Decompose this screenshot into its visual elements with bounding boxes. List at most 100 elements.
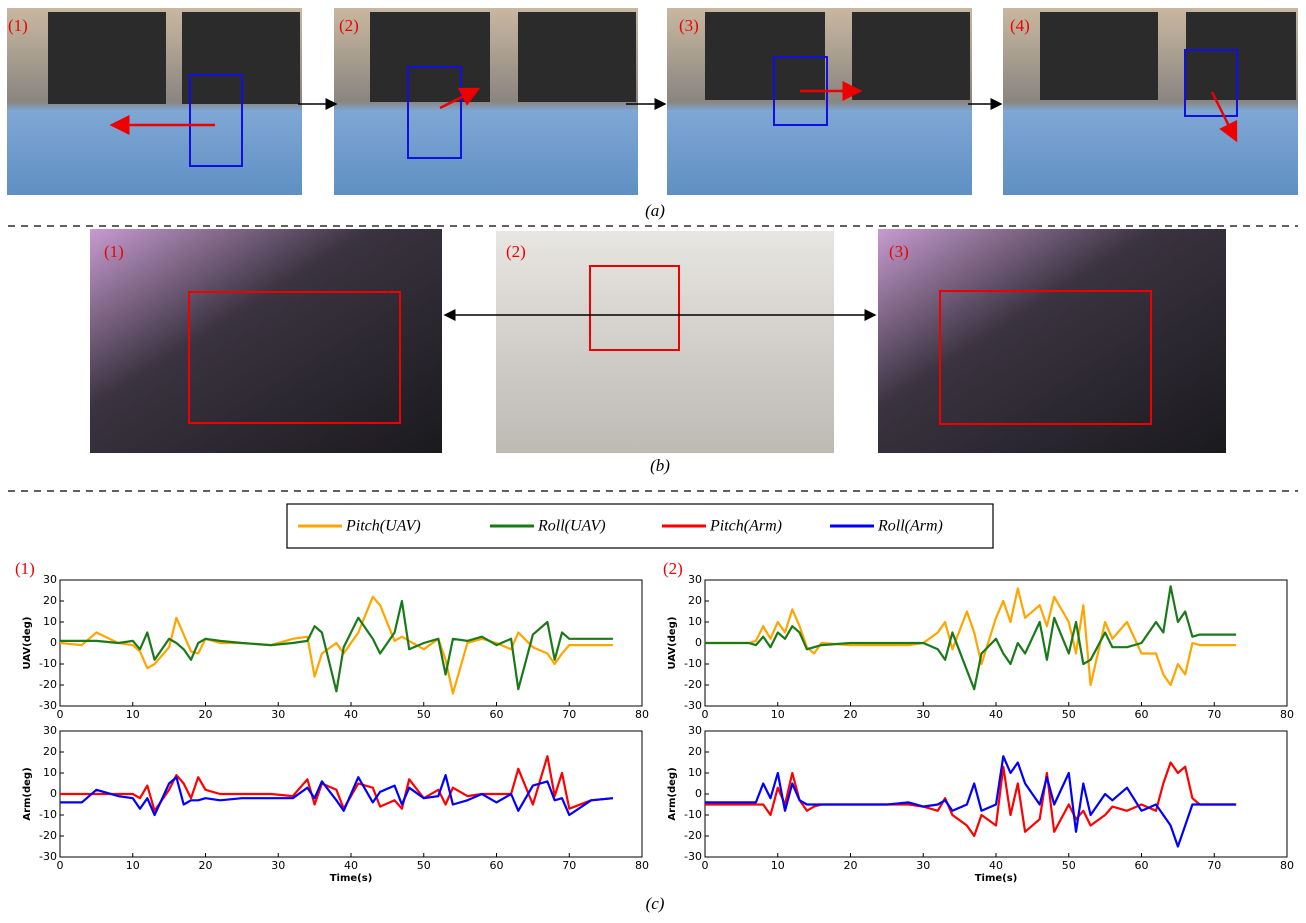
panel-label: (2): [506, 242, 526, 261]
y-tick-label: -30: [684, 850, 702, 863]
y-tick-label: 0: [695, 787, 702, 800]
y-tick-label: -20: [39, 678, 57, 691]
caption: (a): [645, 201, 665, 220]
plot-frame: [705, 580, 1287, 706]
x-tick-label: 80: [1280, 708, 1294, 721]
y-tick-label: -30: [684, 699, 702, 712]
y-tick-label: 30: [43, 724, 57, 737]
panel-label: (2): [663, 559, 683, 578]
x-tick-label: 20: [199, 708, 213, 721]
x-tick-label: 80: [635, 708, 649, 721]
x-tick-label: 70: [1207, 859, 1221, 872]
x-tick-label: 10: [771, 859, 785, 872]
x-tick-label: 30: [916, 859, 930, 872]
wall-panel: [1186, 12, 1296, 100]
x-tick-label: 20: [199, 859, 213, 872]
x-axis-label: Time(s): [975, 873, 1018, 884]
x-tick-label: 30: [271, 859, 285, 872]
x-tick-label: 50: [417, 859, 431, 872]
x-tick-label: 40: [989, 708, 1003, 721]
x-tick-label: 20: [844, 708, 858, 721]
legend-label: Pitch(Arm): [709, 518, 782, 535]
series-line: [705, 586, 1236, 689]
series-line: [705, 588, 1236, 685]
wall-panel: [48, 12, 166, 104]
x-axis-label: Time(s): [330, 873, 373, 884]
series-line: [705, 763, 1236, 837]
legend-label: Roll(UAV): [537, 518, 606, 535]
y-axis-label: UAV(deg): [667, 617, 678, 670]
series-line: [60, 601, 613, 691]
y-tick-label: 20: [688, 745, 702, 758]
caption: (b): [650, 456, 670, 475]
panel-label: (1): [8, 16, 28, 35]
x-tick-label: 0: [57, 708, 64, 721]
x-tick-label: 50: [417, 708, 431, 721]
x-tick-label: 30: [271, 708, 285, 721]
x-tick-label: 10: [771, 708, 785, 721]
x-tick-label: 30: [916, 708, 930, 721]
x-tick-label: 10: [126, 708, 140, 721]
y-tick-label: 10: [43, 766, 57, 779]
y-tick-label: 20: [43, 745, 57, 758]
x-tick-label: 60: [1135, 708, 1149, 721]
y-tick-label: 10: [688, 615, 702, 628]
y-tick-label: 0: [50, 636, 57, 649]
y-tick-label: -30: [39, 850, 57, 863]
wall-panel: [1040, 12, 1158, 100]
photo: [496, 231, 834, 453]
y-tick-label: 0: [695, 636, 702, 649]
y-tick-label: -10: [684, 657, 702, 670]
panel-label: (2): [339, 16, 359, 35]
panel-label: (4): [1010, 16, 1030, 35]
y-tick-label: -20: [39, 829, 57, 842]
y-tick-label: 30: [688, 573, 702, 586]
y-tick-label: 20: [43, 594, 57, 607]
panel-label: (3): [679, 16, 699, 35]
x-tick-label: 70: [562, 708, 576, 721]
x-tick-label: 60: [490, 708, 504, 721]
y-tick-label: -20: [684, 678, 702, 691]
y-tick-label: -10: [684, 808, 702, 821]
photo-row-a: (1) (2) (3) (4) (a): [7, 8, 1298, 220]
wall-panel: [370, 12, 490, 102]
y-axis-label: Arm(deg): [22, 767, 33, 820]
x-tick-label: 50: [1062, 708, 1076, 721]
photo: [90, 229, 442, 453]
x-tick-label: 40: [989, 859, 1003, 872]
wall-panel: [852, 12, 970, 100]
y-tick-label: -10: [39, 657, 57, 670]
x-tick-label: 80: [1280, 859, 1294, 872]
x-tick-label: 80: [635, 859, 649, 872]
wall-panel: [518, 12, 636, 102]
y-tick-label: 20: [688, 594, 702, 607]
figure: (1) (2) (3) (4) (a) (1) (2) (3) (b) (1) …: [0, 0, 1306, 923]
photo-row-b: (1) (2) (3) (b): [90, 229, 1226, 475]
y-tick-label: 30: [43, 573, 57, 586]
y-tick-label: 30: [688, 724, 702, 737]
panel-label: (1): [104, 242, 124, 261]
x-tick-label: 60: [490, 859, 504, 872]
plot-frame: [705, 731, 1287, 857]
panel-label: (3): [889, 242, 909, 261]
y-axis-label: UAV(deg): [22, 617, 33, 670]
x-tick-label: 0: [702, 708, 709, 721]
photo: [878, 229, 1226, 453]
x-tick-label: 10: [126, 859, 140, 872]
legend-label: Roll(Arm): [877, 518, 943, 535]
x-tick-label: 0: [702, 859, 709, 872]
x-tick-label: 0: [57, 859, 64, 872]
y-tick-label: -30: [39, 699, 57, 712]
y-tick-label: -10: [39, 808, 57, 821]
y-axis-label: Arm(deg): [667, 767, 678, 820]
x-tick-label: 70: [562, 859, 576, 872]
y-tick-label: 0: [50, 787, 57, 800]
panel-label: (1): [15, 559, 35, 578]
x-tick-label: 70: [1207, 708, 1221, 721]
y-tick-label: -20: [684, 829, 702, 842]
y-tick-label: 10: [43, 615, 57, 628]
x-tick-label: 50: [1062, 859, 1076, 872]
caption: (c): [646, 894, 665, 913]
x-tick-label: 60: [1135, 859, 1149, 872]
legend-label: Pitch(UAV): [345, 518, 421, 535]
